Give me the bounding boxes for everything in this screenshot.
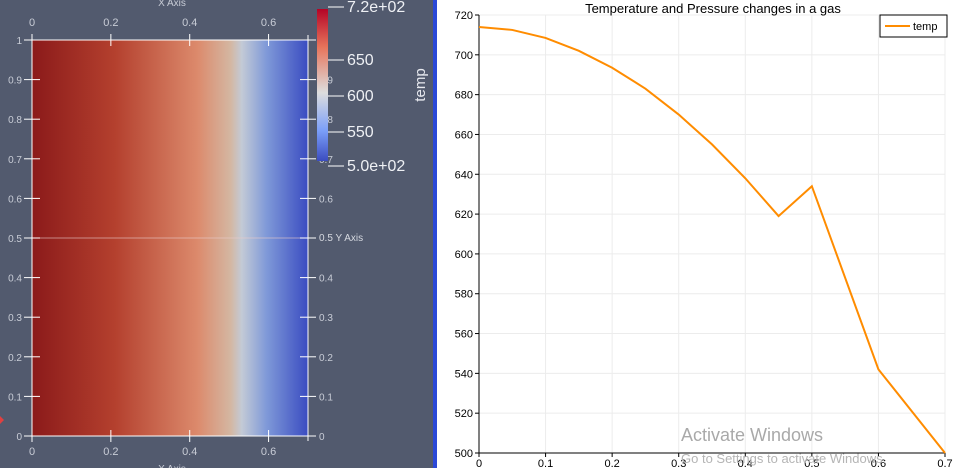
colorbar-label: 650 xyxy=(347,52,374,69)
y-tick-label: 720 xyxy=(455,10,473,22)
colorbar-label: 550 xyxy=(347,124,374,141)
render-view[interactable]: 0 0 0.2 0.2 0.4 0.4 0.6 0.6 0 0 0.1 0.1 0.2 0.2 0.3 0.3… xyxy=(0,0,433,468)
y-tick-label-left: 0 xyxy=(16,432,22,443)
line-chart-view[interactable]: 500 520 540 560 580 600 620 640 660 680 700 720 0 0.1… xyxy=(437,0,972,468)
x-tick-label: 0.2 xyxy=(604,458,619,468)
y-tick-label: 660 xyxy=(455,129,473,141)
y-tick-label-left: 0.7 xyxy=(8,155,22,166)
y-mid-label: 0.5 Y Axis xyxy=(319,233,363,244)
y-tick-label: 540 xyxy=(455,368,473,380)
y-tick-label: 680 xyxy=(455,90,473,102)
x-tick-label-bottom: 0.2 xyxy=(103,446,118,458)
legend-box xyxy=(879,14,948,38)
y-tick-label-right: 0.6 xyxy=(319,194,333,205)
x-axis-title: X Axis xyxy=(158,0,186,9)
x-tick-label-top: 0.6 xyxy=(261,17,276,29)
x-tick-label-bottom: 0.4 xyxy=(182,446,197,458)
y-tick-label-left: 1 xyxy=(16,36,22,47)
y-tick-label-left: 0.1 xyxy=(8,392,22,403)
line-chart[interactable]: 500 520 540 560 580 600 620 640 660 680 700 720 0 0.1… xyxy=(437,0,972,468)
colorbar-label: 5.0e+02 xyxy=(347,158,405,175)
x-tick-label-top: 0.2 xyxy=(103,17,118,29)
y-tick-label: 620 xyxy=(455,209,473,221)
colorbar-title: temp xyxy=(412,68,429,101)
chart-grid xyxy=(478,14,946,454)
x-tick-label: 0.4 xyxy=(738,458,753,468)
y-tick-label-right: 0.1 xyxy=(319,392,333,403)
y-tick-label-left: 0.9 xyxy=(8,76,22,87)
x-tick-label: 0.3 xyxy=(671,458,686,468)
y-tick-label-left: 0.5 xyxy=(8,234,22,245)
axes-grid: 000.20.20.40.40.60.60 00.1 0.10.2 0.20.3 0.3… xyxy=(8,17,333,458)
orientation-marker-icon xyxy=(0,416,4,424)
y-tick-label: 640 xyxy=(455,169,473,181)
colorbar-label: 600 xyxy=(347,88,374,105)
pane-divider[interactable] xyxy=(433,0,437,468)
x-tick-label-top: 0.4 xyxy=(182,17,197,29)
y-tick-label-right: 0.3 xyxy=(319,313,333,324)
y-tick-label-right: 0.2 xyxy=(319,353,333,364)
legend-label-temp: temp xyxy=(913,21,937,33)
y-tick-label: 700 xyxy=(455,50,473,62)
chart-axes: 500 520 540 560 580 600 620 640 660 680 700 720 0 0.1… xyxy=(455,10,953,468)
render-canvas[interactable]: 000.20.20.40.40.60.60 00.1 0.10.2 0.20.3 0.3… xyxy=(0,0,433,468)
y-tick-label: 560 xyxy=(455,329,473,341)
x-tick-label: 0.5 xyxy=(804,458,819,468)
activate-windows-subtext: Go to Settings to activate Windows. xyxy=(681,451,887,466)
y-tick-label: 500 xyxy=(455,448,473,460)
legend[interactable]: temp xyxy=(879,14,948,38)
y-tick-label: 600 xyxy=(455,249,473,261)
x-tick-label-bottom: 0 xyxy=(29,446,35,458)
y-tick-label: 520 xyxy=(455,408,473,420)
y-tick-label-left: 0.4 xyxy=(8,274,22,285)
x-tick-label: 0.6 xyxy=(871,458,886,468)
y-tick-label-left: 0.8 xyxy=(8,115,22,126)
x-tick-label: 0 xyxy=(476,458,482,468)
activate-windows-watermark: Activate Windows xyxy=(681,425,824,445)
y-tick-label-left: 0.2 xyxy=(8,353,22,364)
y-tick-label: 580 xyxy=(455,289,473,301)
x-tick-label-bottom: 0.6 xyxy=(261,446,276,458)
x-tick-label: 0.1 xyxy=(538,458,553,468)
chart-series xyxy=(478,25,946,454)
chart-title: Temperature and Pressure changes in a ga… xyxy=(585,1,841,16)
x-axis-title-bottom: X Axis xyxy=(158,464,186,468)
series-line-temp[interactable] xyxy=(478,25,946,454)
colorbar-labels: 7.2e+02 650 600 550 5.0e+02 xyxy=(328,0,405,175)
y-tick-label-right: 0.4 xyxy=(319,274,333,285)
colorbar-label: 7.2e+02 xyxy=(347,0,405,16)
x-tick-label: 0.7 xyxy=(937,458,952,468)
colorbar[interactable] xyxy=(317,9,328,161)
y-tick-label-right: 0 xyxy=(319,432,325,443)
y-tick-label-left: 0.6 xyxy=(8,194,22,205)
x-tick-label-top: 0 xyxy=(29,17,35,29)
y-tick-label-left: 0.3 xyxy=(8,313,22,324)
